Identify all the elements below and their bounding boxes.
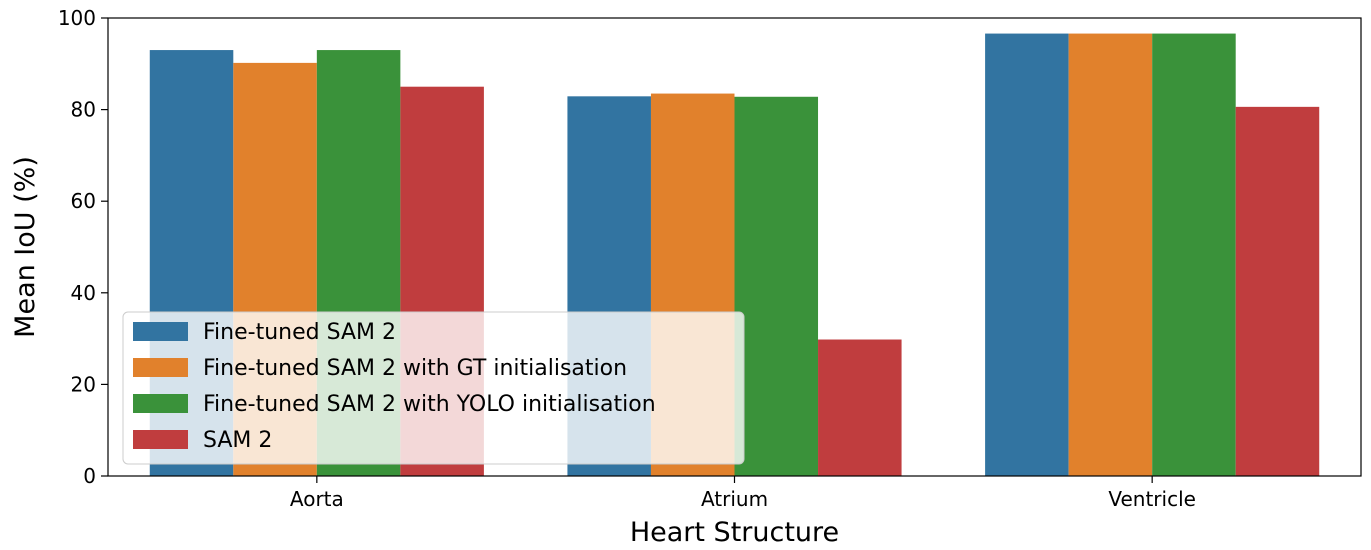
bar-ventricle-series-4 xyxy=(1235,106,1320,477)
legend: Fine-tuned SAM 2 Fine-tuned SAM 2 with GT… xyxy=(122,311,745,465)
y-tick-label: 80 xyxy=(71,98,96,122)
legend-swatch xyxy=(133,322,188,341)
legend-label: Fine-tuned SAM 2 with GT initialisation xyxy=(203,356,627,381)
y-tick-label: 40 xyxy=(71,281,96,305)
bar-atrium-series-3 xyxy=(734,96,819,476)
y-tick-label: 20 xyxy=(71,372,96,396)
legend-label: Fine-tuned SAM 2 xyxy=(203,320,396,345)
x-axis: Aorta Atrium Ventricle xyxy=(290,476,1196,511)
bar-ventricle-series-2 xyxy=(1068,33,1153,477)
bar-ventricle-series-3 xyxy=(1152,33,1236,477)
legend-swatch xyxy=(133,358,188,377)
legend-swatch xyxy=(133,430,188,449)
legend-swatch xyxy=(133,394,188,413)
y-tick-label: 60 xyxy=(71,189,96,213)
y-tick-label: 0 xyxy=(83,464,96,488)
legend-label: SAM 2 xyxy=(203,428,272,453)
x-tick-label: Atrium xyxy=(701,487,768,511)
y-axis: 0 20 40 60 80 100 xyxy=(58,6,108,488)
x-tick-label: Ventricle xyxy=(1108,487,1196,511)
y-axis-label: Mean IoU (%) xyxy=(10,156,41,338)
legend-label: Fine-tuned SAM 2 with YOLO initialisatio… xyxy=(203,392,656,417)
legend-box xyxy=(122,311,745,465)
y-tick-label: 100 xyxy=(58,6,96,30)
bar-ventricle-series-1 xyxy=(985,33,1069,477)
x-axis-label: Heart Structure xyxy=(630,517,839,548)
x-tick-label: Aorta xyxy=(290,487,344,511)
bar-atrium-series-4 xyxy=(818,339,902,476)
